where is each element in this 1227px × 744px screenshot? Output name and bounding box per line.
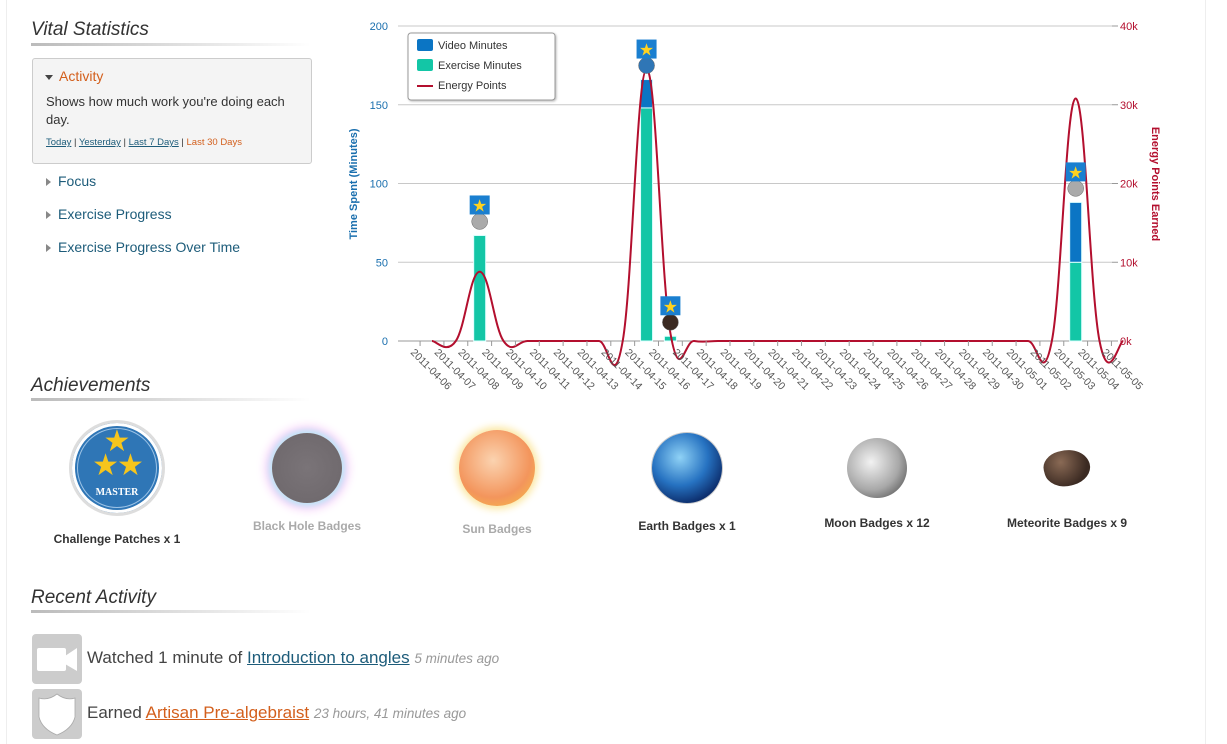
legend-exercise-swatch <box>417 59 433 71</box>
achievement-sun[interactable]: Sun Badges <box>407 420 587 536</box>
y-axis-title: Time Spent (Minutes) <box>348 128 360 239</box>
legend-video-swatch <box>417 39 433 51</box>
activity-time: 23 hours, 41 minutes ago <box>313 706 467 721</box>
challenge-icon <box>638 57 655 74</box>
exercise-bar <box>640 107 654 342</box>
y2-tick-label: 10k <box>1120 257 1138 269</box>
challenge-patch-icon: ★ ★★ MASTER <box>69 420 165 516</box>
nav-label: Exercise Progress Over Time <box>58 239 241 255</box>
y2-tick-label: 20k <box>1120 179 1138 191</box>
y-tick-label: 150 <box>370 100 388 112</box>
achievement-label: Black Hole Badges <box>252 519 362 533</box>
activity-text: Earned <box>87 703 142 722</box>
nav-label: Focus <box>58 173 97 189</box>
achievement-earth[interactable]: Earth Badges x 1 <box>597 420 777 533</box>
shield-badge-icon <box>32 689 82 739</box>
moon-icon <box>1067 180 1084 197</box>
activity-time: 5 minutes ago <box>414 651 500 666</box>
video-bar <box>1069 201 1083 263</box>
y2-tick-label: 0k <box>1120 336 1132 348</box>
meteorite-icon <box>662 314 679 331</box>
activity-description: Shows how much work you're doing each da… <box>46 94 285 127</box>
achievement-label: Meteorite Badges x 9 <box>1006 516 1128 530</box>
page-frame <box>6 0 1206 744</box>
triangle-down-icon <box>45 74 53 80</box>
divider <box>31 398 311 401</box>
y-tick-label: 100 <box>370 179 388 191</box>
achievement-challenge-patches[interactable]: ★ ★★ MASTER Challenge Patches x 1 <box>27 420 207 546</box>
y2-tick-label: 40k <box>1120 21 1138 33</box>
black-hole-icon <box>272 433 342 503</box>
y-tick-label: 50 <box>376 257 388 269</box>
nav-focus[interactable]: Focus <box>46 173 96 189</box>
legend-exercise: Exercise Minutes <box>438 60 522 72</box>
triangle-right-icon <box>46 178 51 187</box>
range-yesterday[interactable]: Yesterday <box>78 137 121 148</box>
video-link[interactable]: Introduction to angles <box>247 648 410 667</box>
range-last-30-days[interactable]: Last 30 Days <box>186 137 242 148</box>
legend-energy: Energy Points <box>438 80 507 92</box>
y2-axis-title: Energy Points Earned <box>1149 127 1161 241</box>
y-tick-label: 0 <box>382 336 388 348</box>
activity-label: Activity <box>59 68 104 84</box>
range-last-7-days[interactable]: Last 7 Days <box>128 137 179 148</box>
star-glyph: ★ <box>472 196 487 215</box>
divider <box>31 610 311 613</box>
moon-icon <box>847 438 907 498</box>
divider <box>31 43 311 46</box>
nav-exercise-progress[interactable]: Exercise Progress <box>46 206 172 222</box>
exercise-bar <box>1069 261 1083 342</box>
video-camera-icon <box>32 634 82 684</box>
achievement-label: Moon Badges x 12 <box>824 516 930 530</box>
vital-statistics-title: Vital Statistics <box>31 19 149 40</box>
achievements-title: Achievements <box>31 375 151 396</box>
star-badge-icon <box>660 296 681 316</box>
triangle-right-icon <box>46 211 51 220</box>
patch-text: MASTER <box>95 487 139 498</box>
achievement-label: Earth Badges x 1 <box>638 519 736 533</box>
activity-text: Watched 1 minute of <box>87 648 243 667</box>
y2-tick-label: 30k <box>1120 100 1138 112</box>
triangle-right-icon <box>46 244 51 253</box>
range-today[interactable]: Today <box>46 137 72 148</box>
achievement-label: Sun Badges <box>462 522 532 536</box>
meteorite-icon <box>1040 444 1094 492</box>
nav-label: Exercise Progress <box>58 206 172 222</box>
activity-panel: Activity Shows how much work you're doin… <box>32 58 312 164</box>
badge-link[interactable]: Artisan Pre-algebraist <box>145 703 310 722</box>
energy-points-line <box>431 68 1125 367</box>
achievement-moon[interactable]: Moon Badges x 12 <box>787 420 967 530</box>
star-glyph: ★ <box>1068 163 1083 182</box>
nav-exercise-progress-over-time[interactable]: Exercise Progress Over Time <box>46 239 240 255</box>
achievement-black-hole[interactable]: Black Hole Badges <box>217 420 397 533</box>
legend-video: Video Minutes <box>438 40 508 52</box>
achievement-meteorite[interactable]: Meteorite Badges x 9 <box>977 420 1157 530</box>
activity-toggle[interactable]: Activity <box>45 68 103 84</box>
recent-activity-title: Recent Activity <box>31 587 156 608</box>
range-links: Today | Yesterday | Last 7 Days | Last 3… <box>46 137 242 148</box>
y-tick-label: 200 <box>370 21 388 33</box>
star-badge-icon <box>1065 162 1086 182</box>
star-glyph: ★ <box>663 297 678 316</box>
star-glyph: ★ <box>639 41 654 60</box>
sun-icon <box>459 430 535 506</box>
moon-icon <box>471 213 488 230</box>
exercise-bar <box>473 234 487 342</box>
legend: Video Minutes Exercise Minutes Energy Po… <box>407 32 556 101</box>
earth-icon <box>652 433 722 503</box>
star-badge-icon <box>469 195 490 215</box>
achievement-label: Challenge Patches x 1 <box>53 532 181 546</box>
star-badge-icon <box>636 39 657 59</box>
